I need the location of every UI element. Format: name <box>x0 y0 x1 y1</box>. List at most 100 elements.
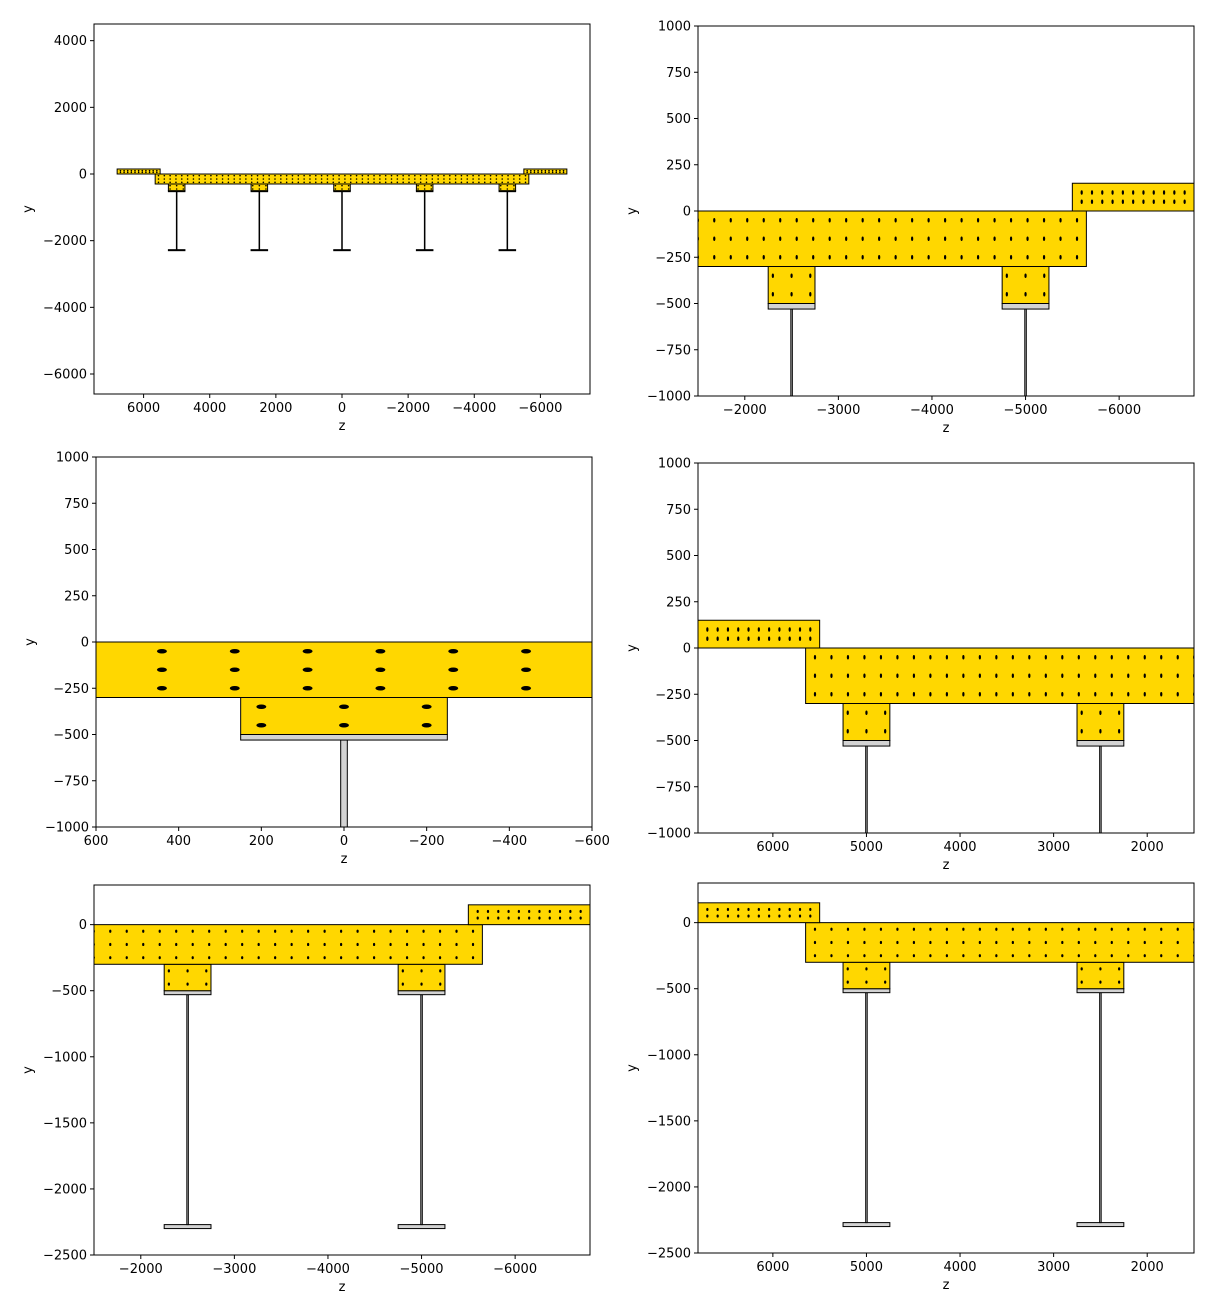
axes-panel-detail-right: −2000 −3000 −4000 −5000 −600010007505002500−… <box>625 20 1195 436</box>
rebar-point <box>483 174 486 177</box>
rebar-point <box>1094 954 1097 958</box>
rebar-point <box>518 181 521 184</box>
rebar-point <box>448 181 451 184</box>
x-tick-label: −5000 <box>1004 403 1048 418</box>
y-tick-label: −250 <box>53 682 89 697</box>
rebar-point <box>1099 729 1102 734</box>
rebar-point <box>486 916 490 920</box>
x-tick-label: 3000 <box>1037 1260 1070 1275</box>
rebar-point <box>251 188 254 190</box>
y-tick-label: −1000 <box>647 827 691 842</box>
rebar-point <box>517 916 520 920</box>
rebar-point <box>1176 673 1179 678</box>
rebar-point <box>501 178 504 180</box>
rebar-point <box>976 255 980 260</box>
x-tick-label: 6000 <box>756 1260 789 1275</box>
x-axis-label: z <box>943 1278 950 1293</box>
rebar-point <box>1075 218 1079 223</box>
rebar-point <box>795 255 798 260</box>
rebar-point <box>1043 273 1046 278</box>
rebar-point <box>274 956 277 960</box>
rebar-point <box>713 255 716 260</box>
y-tick-label: −750 <box>655 780 691 795</box>
girder-web-2 <box>341 191 343 251</box>
rebar-point <box>109 942 112 947</box>
rebar-point <box>896 927 899 931</box>
rebar-point <box>401 969 404 973</box>
rebar-point <box>384 181 387 184</box>
rebar-point <box>204 174 206 177</box>
rebar-point <box>846 655 850 660</box>
rebar-point <box>978 673 981 678</box>
rebar-point <box>167 969 170 973</box>
y-tick-label: 750 <box>666 503 691 518</box>
girder-top-flange-2 <box>240 734 448 741</box>
rebar-point <box>757 627 760 632</box>
rebar-point <box>757 636 760 641</box>
concrete-haunch-1 <box>1076 961 1125 990</box>
rebar-point <box>1028 940 1031 945</box>
rebar-point <box>180 174 183 177</box>
rebar-point <box>175 174 177 177</box>
rebar-point <box>706 914 709 918</box>
rebar-point <box>290 942 293 947</box>
rebar-point <box>332 181 335 184</box>
rebar-point <box>454 174 457 177</box>
rebar-point <box>302 667 313 672</box>
rebar-point <box>291 178 294 180</box>
girder-top-flange-3 <box>767 303 816 310</box>
rebar-point <box>1132 199 1135 204</box>
y-tick-label: −750 <box>53 774 89 789</box>
rebar-point <box>879 692 883 697</box>
rebar-point <box>227 174 230 177</box>
rebar-point <box>431 174 434 177</box>
rebar-point <box>726 914 730 918</box>
rebar-point <box>1210 928 1212 931</box>
rebar-point <box>558 916 562 920</box>
rebar-point <box>521 686 532 691</box>
rebar-point <box>438 942 442 947</box>
rebar-point <box>945 940 949 945</box>
rebar-point <box>809 914 812 918</box>
rebar-point <box>448 686 459 691</box>
rebar-point <box>706 627 709 632</box>
rebar-point <box>186 174 189 177</box>
rebar-point <box>495 178 498 180</box>
rebar-point <box>912 954 916 958</box>
rebar-point <box>421 723 432 728</box>
rebar-point <box>158 956 161 960</box>
rebar-point <box>884 967 887 971</box>
y-tick-label: 2000 <box>54 101 87 116</box>
concrete-curb-0 <box>698 902 821 924</box>
rebar-point <box>1176 954 1179 958</box>
rebar-point <box>538 909 541 914</box>
rebar-point <box>1110 692 1113 697</box>
rebar-point <box>1044 673 1047 678</box>
rebar-point <box>338 178 340 180</box>
x-tick-label: 4000 <box>193 401 226 416</box>
rebar-point <box>258 184 261 187</box>
rebar-point <box>809 627 812 632</box>
rebar-point <box>788 907 791 912</box>
rebar-point <box>379 178 381 180</box>
rebar-point <box>339 942 343 947</box>
rebar-point <box>737 636 740 641</box>
rebar-point <box>524 178 527 180</box>
rebar-point <box>125 956 128 960</box>
rebar-point <box>813 940 817 945</box>
rebar-point <box>548 171 550 174</box>
rebar-point <box>175 188 178 190</box>
rebar-point <box>1061 940 1064 945</box>
rebar-point <box>861 218 864 223</box>
rebar-point <box>960 218 963 223</box>
rebar-point <box>798 627 802 632</box>
rebar-point <box>795 236 798 241</box>
rebar-point <box>830 954 833 958</box>
rebar-point <box>757 914 760 918</box>
rebar-point <box>320 174 323 177</box>
rebar-point <box>167 982 170 986</box>
girder-web-0 <box>865 992 868 1224</box>
rebar-point <box>466 178 469 180</box>
concrete-curb-0 <box>116 168 161 175</box>
girder-web-0 <box>175 191 178 251</box>
